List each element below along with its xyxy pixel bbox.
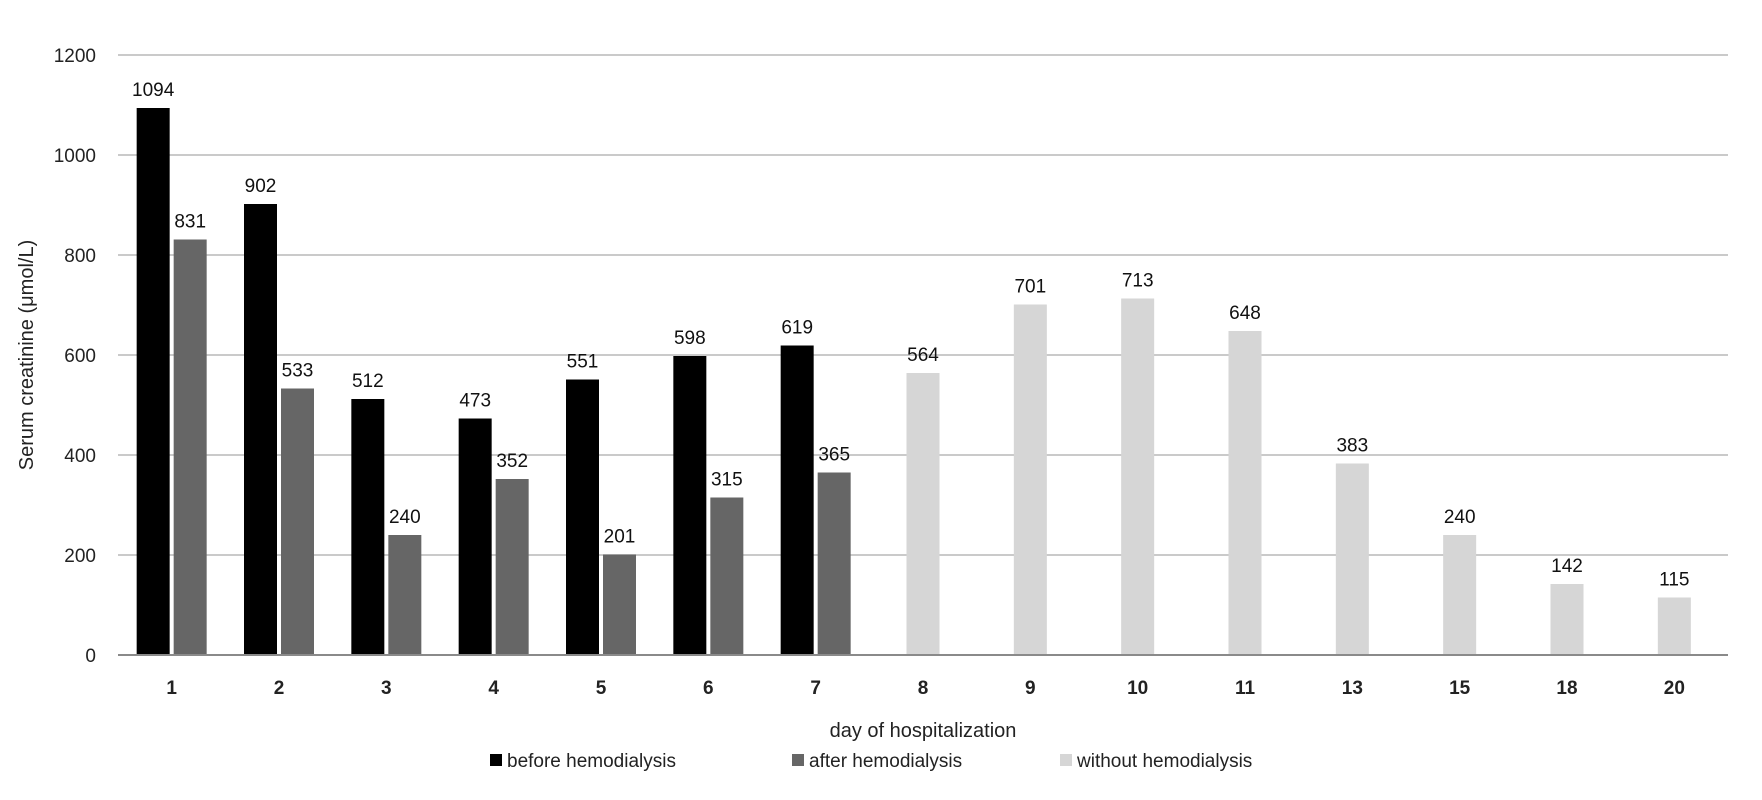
bar-before-hemodialysis-day-1	[136, 108, 170, 655]
y-tick-label: 200	[64, 546, 96, 567]
data-label: 142	[1551, 556, 1583, 577]
bar-after-hemodialysis-day-3	[388, 535, 422, 655]
x-tick-label: 6	[703, 678, 714, 699]
bar-before-hemodialysis-day-2	[244, 204, 277, 655]
y-axis-title: Serum creatinine (μmol/L)	[16, 240, 38, 471]
data-label: 831	[174, 212, 206, 233]
x-tick-label: 3	[381, 678, 392, 699]
y-tick-label: 800	[64, 246, 96, 267]
bars	[136, 108, 1691, 655]
x-tick-label: 5	[596, 678, 607, 699]
legend-swatch	[490, 754, 502, 766]
x-tick-label: 15	[1449, 678, 1471, 699]
bar-without-hemodialysis-day-20	[1657, 597, 1691, 655]
data-label: 512	[352, 371, 384, 392]
bar-after-hemodialysis-day-7	[817, 472, 851, 655]
data-label: 383	[1336, 436, 1368, 457]
legend: before hemodialysis after hemodialysis wit…	[490, 751, 1252, 772]
x-axis-title: day of hospitalization	[830, 720, 1017, 742]
bar-before-hemodialysis-day-3	[351, 399, 385, 655]
legend-swatch	[1060, 754, 1072, 766]
bar-before-hemodialysis-day-7	[780, 345, 814, 655]
data-label: 473	[459, 391, 491, 412]
data-label: 240	[1444, 507, 1476, 528]
bar-after-hemodialysis-day-2	[281, 388, 314, 655]
data-label: 115	[1659, 570, 1689, 591]
legend-label: without hemodialysis	[1076, 751, 1252, 772]
legend-label: after hemodialysis	[809, 751, 962, 772]
data-label: 551	[567, 352, 599, 373]
legend-item: without hemodialysis	[1060, 751, 1252, 772]
bar-after-hemodialysis-day-1	[173, 239, 207, 655]
data-label: 598	[674, 328, 706, 349]
data-label: 701	[1014, 277, 1046, 298]
bar-after-hemodialysis-day-4	[495, 479, 529, 655]
x-tick-label: 11	[1235, 678, 1256, 699]
bar-after-hemodialysis-day-5	[603, 554, 636, 655]
data-label: 648	[1229, 303, 1261, 324]
x-tick-label: 18	[1556, 678, 1577, 699]
y-tick-label: 600	[64, 346, 96, 367]
x-axis: 1 2 3 4 5 6 7 8 9 10 11 13 15 18 20	[118, 654, 1728, 699]
data-label: 1094	[132, 80, 175, 101]
data-label: 240	[389, 507, 421, 528]
y-tick-label: 1200	[54, 46, 96, 67]
x-tick-label: 4	[488, 678, 499, 699]
data-label: 564	[907, 345, 939, 366]
data-label: 902	[245, 176, 277, 197]
x-tick-label: 7	[810, 678, 821, 699]
data-label: 352	[496, 451, 528, 472]
y-tick-label: 0	[85, 646, 96, 667]
x-tick-label: 20	[1664, 678, 1685, 699]
x-tick-label: 9	[1025, 678, 1036, 699]
legend-item: before hemodialysis	[490, 751, 676, 772]
x-tick-label: 13	[1342, 678, 1363, 699]
legend-item: after hemodialysis	[792, 751, 962, 772]
x-tick-label: 2	[274, 678, 285, 699]
data-label: 619	[781, 318, 813, 339]
x-tick-label: 1	[166, 678, 177, 699]
bar-without-hemodialysis-day-8	[906, 373, 940, 655]
bar-after-hemodialysis-day-6	[710, 497, 744, 655]
data-label: 533	[282, 361, 314, 382]
y-tick-label: 400	[64, 446, 96, 467]
data-label: 713	[1122, 271, 1154, 292]
bar-before-hemodialysis-day-5	[566, 379, 599, 655]
data-label: 201	[604, 527, 636, 548]
y-tick-label: 1000	[54, 146, 96, 167]
bar-before-hemodialysis-day-6	[673, 356, 707, 655]
x-tick-label: 8	[918, 678, 929, 699]
x-tick-label: 10	[1127, 678, 1148, 699]
bar-without-hemodialysis-day-13	[1335, 463, 1369, 655]
bar-without-hemodialysis-day-10	[1121, 298, 1155, 655]
legend-swatch	[792, 754, 804, 766]
legend-label: before hemodialysis	[507, 751, 676, 772]
bar-before-hemodialysis-day-4	[458, 418, 492, 655]
data-label: 365	[818, 445, 850, 466]
data-label: 315	[711, 470, 743, 491]
bar-without-hemodialysis-day-15	[1443, 535, 1477, 655]
bar-without-hemodialysis-day-18	[1550, 584, 1584, 655]
y-axis: 0 200 400 600 800 1000 1200	[54, 46, 96, 667]
data-labels: 1094 831 902 533 512 240 473 352 551 201 598 315 619…	[132, 80, 1689, 591]
bar-without-hemodialysis-day-9	[1013, 304, 1047, 655]
bar-without-hemodialysis-day-11	[1228, 331, 1262, 655]
